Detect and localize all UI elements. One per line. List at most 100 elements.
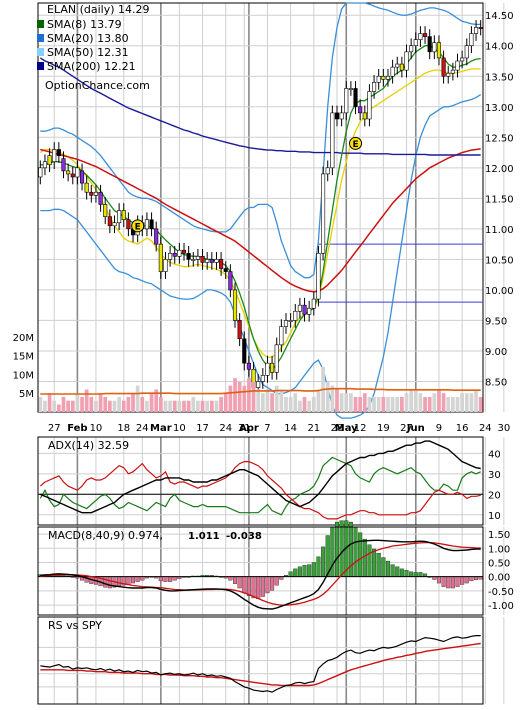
volume-bar xyxy=(43,400,47,412)
macd-histogram-bar xyxy=(358,532,363,577)
candle-body xyxy=(246,362,251,370)
price-y-tick-label: 11.50 xyxy=(485,194,514,205)
volume-bar xyxy=(353,396,358,412)
sma200-line xyxy=(39,57,481,156)
volume-bar xyxy=(237,381,242,412)
price-y-tick-label: 8.50 xyxy=(485,377,507,388)
candle-body xyxy=(446,72,451,77)
volume-bar xyxy=(293,393,298,412)
price-y-tick-label: 13.00 xyxy=(485,103,514,114)
macd-histogram-bar xyxy=(460,576,465,585)
x-tick-label: 7 xyxy=(264,423,270,434)
volume-bar xyxy=(75,393,80,412)
candle-body xyxy=(422,33,428,37)
candle-body xyxy=(200,256,205,263)
volume-bar xyxy=(66,400,70,412)
x-tick-label: 24 xyxy=(219,423,232,434)
volume-bar xyxy=(478,396,483,412)
macd-histogram-bar xyxy=(172,576,177,581)
macd-histogram-bar xyxy=(334,521,339,577)
volume-bar xyxy=(427,396,432,412)
x-tick-label: 12 xyxy=(354,423,367,434)
price-panel-frame xyxy=(37,2,484,413)
candle-body xyxy=(353,88,358,108)
volume-bar xyxy=(84,389,89,412)
candle-body xyxy=(260,375,265,382)
x-tick-label: 16 xyxy=(456,423,469,434)
volume-bar xyxy=(358,396,363,412)
macd-histogram-bar xyxy=(256,576,261,599)
candle-body xyxy=(339,112,344,120)
candle-body xyxy=(242,338,247,364)
volume-bar xyxy=(376,396,381,412)
x-tick-label: May xyxy=(335,423,358,434)
volume-bar xyxy=(432,393,437,412)
adx-panel-frame xyxy=(37,436,484,526)
macd-histogram-bar xyxy=(330,526,335,577)
volume-bar xyxy=(284,396,288,412)
candle-body xyxy=(223,268,228,272)
macd-histogram-bar xyxy=(399,568,404,577)
macd-histogram-bar xyxy=(103,576,108,588)
volume-y-tick-label: 15M xyxy=(13,352,34,363)
macd-histogram-bar xyxy=(131,576,136,584)
volume-bar xyxy=(140,396,145,412)
x-tick-label: 24 xyxy=(479,423,492,434)
volume-bar xyxy=(98,393,103,412)
price-candles: EE xyxy=(38,20,483,395)
macd-histogram-bar xyxy=(168,576,173,582)
candle-body xyxy=(358,106,363,114)
candle-body xyxy=(473,27,479,34)
price-legend: ELAN (daily) 14.29 SMA(8) 13.79 SMA(20) … xyxy=(37,3,150,92)
candle-body xyxy=(66,170,71,175)
macd-histogram-bar xyxy=(339,520,344,577)
macd-histogram-bar xyxy=(367,544,372,577)
price-y-tick-label: 14.50 xyxy=(485,11,514,22)
candle-body xyxy=(168,252,173,260)
macd-histogram-bar xyxy=(288,571,293,577)
x-tick-label: 28 xyxy=(331,423,344,434)
macd-histogram-bar xyxy=(228,576,233,581)
x-tick-label: Mar xyxy=(150,423,172,434)
candle-body xyxy=(279,326,284,346)
volume-bar xyxy=(423,396,427,412)
volume-bar xyxy=(260,393,265,412)
candle-body xyxy=(112,222,117,227)
candle-body xyxy=(293,310,298,321)
price-y-tick-label: 11.00 xyxy=(485,225,514,236)
x-tick-label: Jun xyxy=(406,423,425,434)
adx-title: ADX(14) 32.59 xyxy=(48,439,129,452)
volume-bar xyxy=(372,396,376,412)
candle-body xyxy=(177,249,182,257)
x-tick-label: 18 xyxy=(117,423,130,434)
volume-bar xyxy=(464,393,469,412)
candle-body xyxy=(311,298,316,309)
candle-body xyxy=(70,173,75,178)
macd-y-tick-label: -0.50 xyxy=(488,587,514,598)
volume-bar xyxy=(135,385,140,412)
macd-histogram-bar xyxy=(441,576,446,587)
candle-body xyxy=(460,57,465,62)
x-tick-label: 31 xyxy=(238,423,251,434)
x-tick-label: 27 xyxy=(48,423,61,434)
volume-bar xyxy=(265,389,270,412)
candle-body xyxy=(316,252,321,300)
candle-body xyxy=(418,33,423,40)
candle-body xyxy=(404,51,409,71)
macd-histogram-bar xyxy=(237,576,242,589)
volume-bar xyxy=(330,385,335,412)
macd-value: 1.011 xyxy=(188,531,220,542)
volume-bar xyxy=(145,400,149,412)
price-y-tick-label: 10.00 xyxy=(485,286,514,297)
candle-body xyxy=(395,63,400,68)
volume-bar xyxy=(381,396,386,412)
minus-di-line xyxy=(39,461,481,520)
macd-panel: 1.50 1.00 0.50 0.00 -0.50 -1.00 xyxy=(37,520,514,616)
macd-histogram-bar xyxy=(418,572,423,577)
sma50-line xyxy=(40,148,481,293)
volume-bar xyxy=(400,396,404,412)
macd-histogram-bar xyxy=(353,526,358,577)
volume-bar xyxy=(163,400,168,412)
macd-histogram-bar xyxy=(135,576,140,582)
rs-panel-frame xyxy=(37,616,484,705)
